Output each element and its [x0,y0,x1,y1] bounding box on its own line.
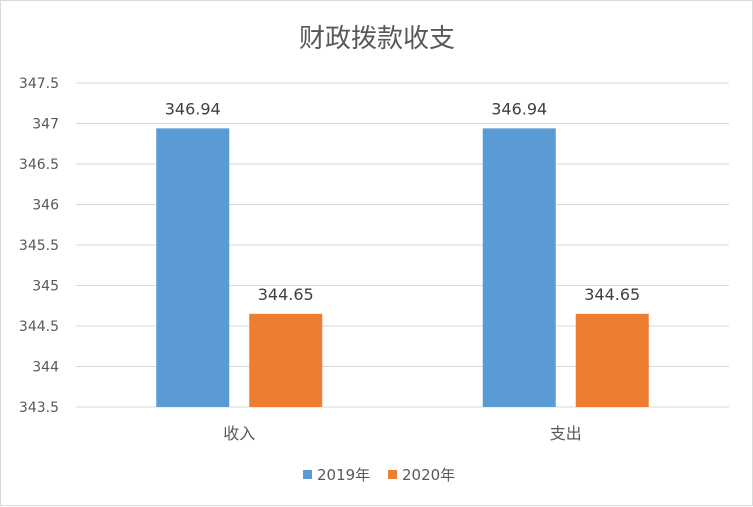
legend: 2019年 2020年 [303,466,455,484]
y-tick-label: 344 [32,360,59,376]
y-tick-label: 347.5 [19,76,59,92]
bar [249,313,323,407]
y-tick-label: 345 [32,279,59,295]
legend-label: 2019年 [317,466,370,484]
bar [482,128,556,408]
legend-swatch [303,470,312,479]
x-axis-category-labels: 收入 支出 [223,424,582,443]
y-tick-label: 346.5 [19,157,59,173]
legend-label: 2020年 [402,466,455,484]
bar [575,313,649,407]
y-tick-label: 345.5 [19,238,59,254]
y-tick-label: 346 [32,198,59,214]
x-category-label: 支出 [550,424,582,443]
y-tick-label: 347 [32,117,59,133]
data-label: 344.65 [258,285,314,304]
x-category-label: 收入 [223,424,255,443]
bar [156,128,230,408]
data-label: 344.65 [584,285,640,304]
data-label: 346.94 [165,99,221,118]
y-tick-label: 344.5 [19,319,59,335]
data-label: 346.94 [491,99,547,118]
legend-swatch [388,470,397,479]
chart-title: 财政拨款收支 [299,24,455,54]
y-axis-tick-labels: 343.5 344 344.5 345 345.5 346 346.5 347 347.5 [19,76,59,416]
y-tick-label: 343.5 [19,400,59,416]
bars: 346.94 344.65 346.94 344.65 [156,99,649,408]
